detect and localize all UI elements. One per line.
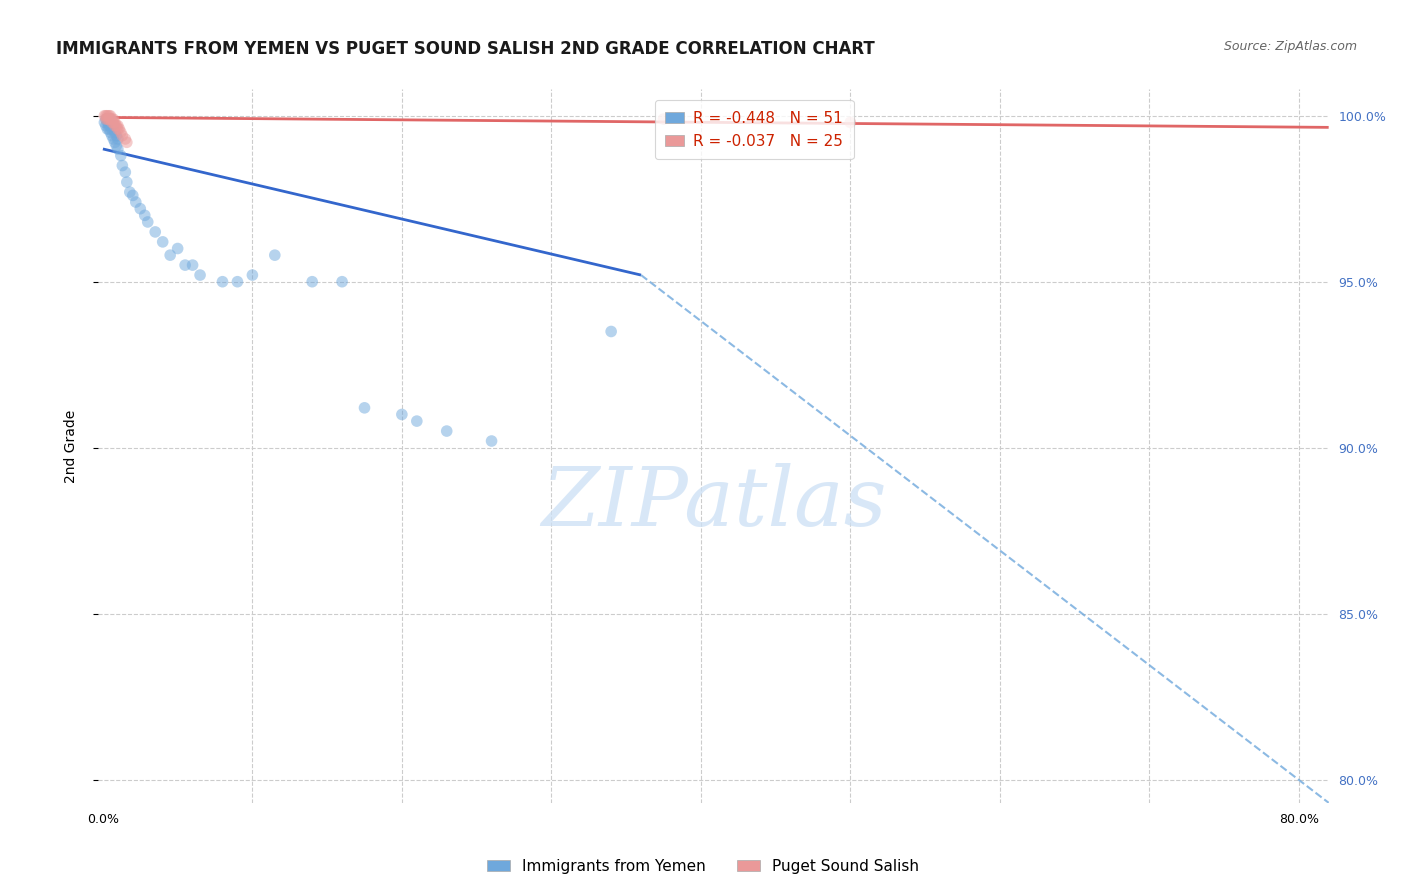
- Point: [100, 112, 122, 126]
- Text: IMMIGRANTS FROM YEMEN VS PUGET SOUND SALISH 2ND GRADE CORRELATION CHART: IMMIGRANTS FROM YEMEN VS PUGET SOUND SAL…: [56, 40, 875, 58]
- Y-axis label: 2nd Grade: 2nd Grade: [63, 409, 77, 483]
- Point: [188, 268, 211, 282]
- Point: [107, 142, 129, 156]
- Point: [174, 258, 197, 272]
- Point: [263, 248, 285, 262]
- Point: [103, 132, 125, 146]
- Text: ZIPatlas: ZIPatlas: [541, 463, 886, 543]
- Point: [166, 242, 188, 256]
- Point: [107, 119, 129, 133]
- Point: [115, 175, 138, 189]
- Point: [114, 165, 136, 179]
- Point: [96, 115, 118, 129]
- Point: [101, 128, 124, 143]
- Point: [181, 258, 204, 272]
- Point: [105, 128, 128, 143]
- Point: [103, 119, 125, 133]
- Point: [101, 115, 124, 129]
- Legend: R = -0.448   N = 51, R = -0.037   N = 25: R = -0.448 N = 51, R = -0.037 N = 25: [655, 101, 853, 160]
- Point: [104, 136, 127, 150]
- Point: [121, 188, 143, 202]
- Point: [105, 119, 128, 133]
- Point: [100, 119, 122, 133]
- Point: [94, 112, 117, 126]
- Point: [97, 109, 120, 123]
- Point: [107, 132, 129, 146]
- Point: [226, 275, 249, 289]
- Point: [211, 275, 233, 289]
- Point: [97, 122, 120, 136]
- Legend: Immigrants from Yemen, Puget Sound Salish: Immigrants from Yemen, Puget Sound Salis…: [481, 853, 925, 880]
- Point: [94, 119, 117, 133]
- Point: [136, 215, 159, 229]
- Point: [110, 125, 132, 139]
- Point: [94, 112, 117, 126]
- Point: [97, 119, 120, 133]
- Text: Source: ZipAtlas.com: Source: ZipAtlas.com: [1223, 40, 1357, 54]
- Point: [94, 109, 117, 123]
- Point: [242, 268, 264, 282]
- Point: [391, 408, 413, 422]
- Point: [129, 202, 152, 216]
- Point: [481, 434, 503, 448]
- Point: [105, 138, 128, 153]
- Point: [118, 185, 141, 199]
- Point: [96, 122, 118, 136]
- Point: [104, 119, 127, 133]
- Point: [152, 235, 174, 249]
- Point: [111, 159, 134, 173]
- Point: [839, 115, 862, 129]
- Point: [107, 122, 129, 136]
- Point: [100, 112, 122, 126]
- Point: [104, 125, 127, 139]
- Point: [103, 112, 125, 126]
- Point: [96, 112, 118, 126]
- Point: [108, 122, 131, 136]
- Point: [111, 128, 134, 143]
- Point: [159, 248, 181, 262]
- Point: [330, 275, 353, 289]
- Point: [110, 148, 132, 162]
- Point: [97, 115, 120, 129]
- Point: [405, 414, 427, 428]
- Point: [96, 109, 118, 123]
- Point: [353, 401, 375, 415]
- Point: [100, 125, 122, 139]
- Point: [93, 115, 115, 129]
- Point: [125, 195, 148, 210]
- Point: [104, 115, 127, 129]
- Point: [436, 424, 458, 438]
- Point: [96, 112, 118, 126]
- Point: [114, 132, 136, 146]
- Point: [301, 275, 323, 289]
- Point: [100, 109, 122, 123]
- Point: [600, 325, 623, 339]
- Point: [103, 115, 125, 129]
- Point: [97, 112, 120, 126]
- Point: [115, 136, 138, 150]
- Point: [134, 208, 156, 222]
- Point: [101, 112, 124, 126]
- Point: [652, 112, 675, 126]
- Point: [143, 225, 166, 239]
- Point: [101, 122, 124, 136]
- Point: [93, 109, 115, 123]
